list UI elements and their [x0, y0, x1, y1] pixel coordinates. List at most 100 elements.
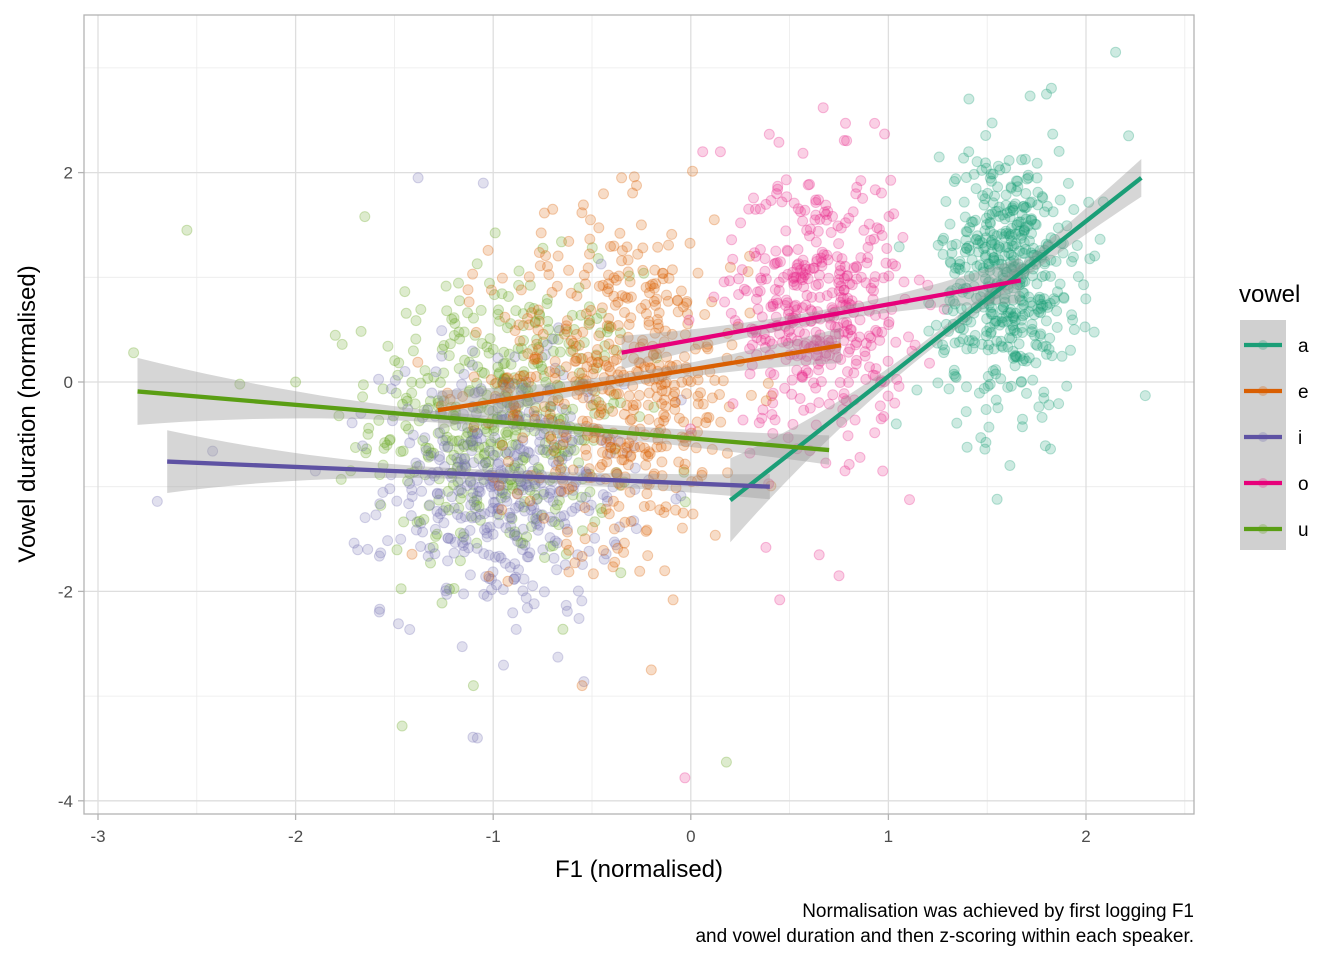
data-point-o	[842, 430, 854, 442]
data-point-i	[487, 528, 499, 540]
data-point-i	[440, 582, 452, 594]
data-point-i	[501, 495, 513, 507]
data-point-i	[411, 474, 423, 486]
data-point-i	[528, 598, 540, 610]
data-point-u	[519, 426, 531, 438]
data-point-u	[456, 487, 468, 499]
data-point-a	[960, 406, 972, 418]
data-point-i	[432, 512, 444, 524]
data-point-o	[897, 231, 909, 243]
data-point-u	[503, 377, 515, 389]
data-point-u	[590, 349, 602, 361]
data-point-e	[595, 400, 607, 412]
data-point-o	[795, 264, 807, 276]
data-point-e	[576, 207, 588, 219]
data-point-e	[602, 448, 613, 460]
data-point-u	[517, 454, 529, 466]
data-point-i	[445, 533, 456, 545]
data-point-e	[580, 308, 592, 320]
data-point-u	[554, 451, 565, 463]
data-point-o	[801, 224, 813, 236]
data-point-e	[603, 278, 615, 290]
data-point-i	[475, 433, 487, 445]
data-point-e	[593, 222, 605, 234]
data-point-i	[512, 439, 524, 451]
data-point-u	[565, 346, 577, 357]
data-point-e	[627, 187, 639, 199]
data-point-u	[467, 680, 479, 692]
data-point-u	[578, 434, 590, 446]
data-point-u	[478, 449, 490, 461]
data-point-e	[600, 503, 612, 515]
data-point-o	[823, 272, 835, 284]
data-point-i	[519, 505, 531, 517]
data-point-e	[412, 356, 424, 368]
data-point-i	[436, 390, 448, 402]
data-point-o	[870, 324, 882, 336]
data-point-u	[488, 425, 500, 437]
data-point-i	[477, 459, 489, 471]
data-point-i	[348, 537, 360, 549]
data-point-u	[573, 282, 585, 294]
data-point-e	[657, 273, 669, 285]
data-point-i	[463, 542, 474, 554]
data-point-o	[890, 260, 902, 272]
data-point-o	[798, 404, 810, 416]
data-point-e	[538, 207, 550, 219]
data-point-e	[669, 396, 681, 408]
data-point-e	[622, 266, 634, 278]
data-point-u	[488, 289, 500, 301]
data-point-u	[378, 442, 390, 454]
data-point-u	[524, 301, 536, 313]
data-point-o	[811, 256, 823, 267]
data-point-e	[697, 398, 709, 410]
data-point-i	[404, 624, 416, 635]
data-point-e	[502, 372, 513, 384]
data-point-u	[546, 412, 557, 424]
data-point-o	[845, 324, 857, 335]
data-point-i	[561, 450, 573, 462]
data-point-o	[767, 397, 779, 409]
data-point-o	[879, 128, 891, 140]
data-point-e	[598, 544, 609, 556]
data-point-u	[373, 414, 385, 426]
data-point-a	[1000, 225, 1012, 237]
data-point-a	[990, 394, 1002, 406]
data-point-u	[586, 242, 598, 254]
data-point-i	[455, 512, 467, 524]
data-point-i	[455, 453, 467, 465]
data-point-e	[563, 483, 575, 495]
data-point-u	[566, 436, 578, 448]
data-point-i	[629, 462, 641, 474]
data-point-e	[485, 284, 497, 296]
data-point-a	[944, 218, 956, 230]
data-point-a	[1019, 308, 1031, 320]
data-point-u	[508, 462, 520, 474]
data-point-e	[676, 376, 688, 388]
data-point-i	[357, 440, 369, 452]
data-point-u	[589, 516, 601, 528]
data-point-o	[772, 183, 784, 195]
data-point-a	[930, 319, 942, 331]
data-point-u	[389, 355, 401, 367]
data-point-i	[513, 564, 524, 576]
data-point-u	[438, 340, 450, 351]
data-point-e	[650, 348, 662, 360]
data-point-o	[833, 238, 845, 250]
data-point-i	[480, 571, 492, 583]
data-point-o	[835, 222, 847, 234]
data-point-i	[558, 510, 570, 522]
data-point-i	[628, 440, 640, 452]
data-point-u	[544, 400, 556, 412]
data-point-e	[563, 264, 575, 276]
data-point-i	[547, 495, 559, 507]
data-point-u	[504, 527, 516, 539]
data-point-u	[483, 347, 495, 359]
data-point-u	[350, 442, 361, 453]
data-point-i	[532, 493, 544, 504]
data-point-a	[982, 344, 994, 356]
data-point-u	[551, 442, 563, 454]
data-point-i	[548, 552, 560, 564]
data-point-u	[533, 463, 545, 475]
data-point-i	[492, 503, 504, 515]
